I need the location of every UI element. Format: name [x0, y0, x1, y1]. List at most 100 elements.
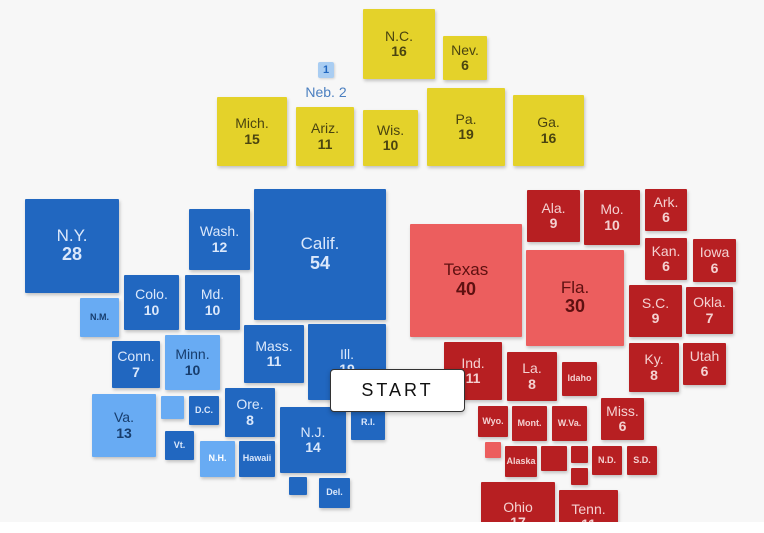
- state-electoral-votes: 6: [710, 259, 719, 276]
- state-tile-dc[interactable]: D.C.: [189, 396, 219, 425]
- state-name: Vt.: [173, 439, 186, 450]
- state-tile-mich[interactable]: Mich. 15: [217, 97, 287, 166]
- state-electoral-votes: 6: [618, 418, 627, 434]
- state-tile-ky[interactable]: Ky. 8: [629, 343, 679, 392]
- state-name: Wash.: [199, 223, 240, 240]
- state-name: Tenn.: [571, 501, 606, 517]
- state-tile-utah[interactable]: Utah 6: [683, 343, 726, 385]
- state-electoral-votes: 40: [455, 278, 477, 299]
- state-tile-mont[interactable]: Mont.: [512, 406, 547, 441]
- state-tile-wash[interactable]: Wash. 12: [189, 209, 250, 270]
- state-tile-pa[interactable]: Pa. 19: [427, 88, 505, 166]
- state-tile-conn[interactable]: Conn. 7: [112, 341, 160, 388]
- state-tile-sd[interactable]: S.D.: [627, 446, 657, 475]
- state-name: Del.: [326, 487, 343, 498]
- state-tile-calif[interactable]: Calif. 54: [254, 189, 386, 320]
- state-tile-nh[interactable]: N.H.: [200, 441, 235, 477]
- state-name: Ariz.: [311, 120, 339, 137]
- state-tile-md[interactable]: Md. 10: [185, 275, 240, 330]
- state-tile-unlabeled-b[interactable]: [571, 446, 588, 463]
- state-name: Hawaii: [242, 453, 272, 464]
- state-electoral-votes: 11: [317, 135, 333, 152]
- state-electoral-votes: 6: [662, 209, 670, 225]
- state-name: R.I.: [360, 416, 375, 427]
- state-tile-nm[interactable]: N.M.: [80, 298, 119, 337]
- state-tile-minn[interactable]: Minn. 10: [165, 335, 220, 390]
- state-electoral-votes: 8: [650, 366, 658, 383]
- state-name: Conn.: [117, 348, 155, 365]
- state-tile-unlabeled-a[interactable]: [541, 446, 567, 471]
- state-tile-nc[interactable]: N.C. 16: [363, 9, 435, 79]
- start-button[interactable]: START: [330, 369, 465, 412]
- state-name: Wyo.: [482, 415, 504, 426]
- state-name: N.Y.: [56, 225, 88, 245]
- state-name: Va.: [114, 409, 134, 426]
- state-tile-ohio[interactable]: Ohio 17: [481, 482, 555, 522]
- state-electoral-votes: 16: [540, 129, 557, 146]
- state-tile-mo[interactable]: Mo. 10: [584, 190, 640, 245]
- state-tile-wis[interactable]: Wis. 10: [363, 110, 418, 166]
- state-tile-unlabeled-lean-rep[interactable]: [485, 442, 501, 458]
- state-tile-unlabeled-small[interactable]: [161, 396, 184, 419]
- state-tile-tenn[interactable]: Tenn. 11: [559, 490, 618, 522]
- state-tile-mass[interactable]: Mass. 11: [244, 325, 304, 383]
- state-name: Ore.: [236, 396, 264, 413]
- state-tile-iowa[interactable]: Iowa 6: [693, 239, 736, 282]
- state-electoral-votes: 6: [700, 363, 709, 379]
- state-tile-nev[interactable]: Nev. 6: [443, 36, 487, 80]
- state-tile-wyo[interactable]: Wyo.: [478, 406, 508, 437]
- state-tile-nd[interactable]: N.D.: [592, 446, 622, 475]
- state-tile-ga[interactable]: Ga. 16: [513, 95, 584, 166]
- state-name: Nev.: [451, 41, 479, 58]
- state-electoral-votes: 15: [244, 130, 260, 147]
- state-tile-la[interactable]: La. 8: [507, 352, 557, 401]
- state-tile-vt[interactable]: Vt.: [165, 431, 194, 460]
- state-name: S.C.: [641, 294, 670, 311]
- state-name: Wis.: [376, 121, 405, 138]
- state-tile-nj[interactable]: N.J. 14: [280, 407, 346, 473]
- state-tile-ore[interactable]: Ore. 8: [225, 388, 275, 437]
- state-tile-wva[interactable]: W.Va.: [552, 406, 587, 441]
- state-tile-alaska[interactable]: Alaska: [505, 446, 537, 477]
- state-tile-ala[interactable]: Ala. 9: [527, 190, 580, 242]
- state-tile-ny[interactable]: N.Y. 28: [25, 199, 119, 293]
- state-name: Alaska: [506, 455, 536, 466]
- nebraska-district-label: Neb. 2: [305, 84, 347, 100]
- state-tile-va[interactable]: Va. 13: [92, 394, 156, 457]
- state-name: Ga.: [537, 114, 560, 131]
- state-tile-ariz[interactable]: Ariz. 11: [296, 107, 354, 166]
- state-name: Minn.: [175, 346, 210, 363]
- state-electoral-votes: 9: [549, 215, 558, 231]
- state-tile-fla[interactable]: Fla. 30: [526, 250, 624, 346]
- state-tile-unlabeled-tiny[interactable]: [289, 477, 307, 495]
- state-tile-unlabeled-c[interactable]: [571, 468, 588, 485]
- state-electoral-votes: 10: [143, 301, 160, 318]
- state-tile-ark[interactable]: Ark. 6: [645, 189, 687, 231]
- state-name: Ill.: [340, 345, 354, 362]
- state-name: Md.: [200, 286, 225, 303]
- state-tile-colo[interactable]: Colo. 10: [124, 275, 179, 330]
- state-electoral-votes: 10: [604, 216, 620, 233]
- state-electoral-votes: 8: [528, 375, 536, 392]
- state-tile-hawaii[interactable]: Hawaii: [239, 441, 275, 477]
- state-tile-idaho[interactable]: Idaho: [562, 362, 597, 396]
- state-electoral-votes: 10: [184, 361, 201, 378]
- state-tile-okla[interactable]: Okla. 7: [686, 287, 733, 334]
- state-name: N.J.: [300, 423, 326, 440]
- state-tile-del[interactable]: Del.: [319, 478, 350, 508]
- state-electoral-votes: 54: [309, 252, 331, 273]
- state-name: Pa.: [455, 110, 477, 127]
- state-tile-miss[interactable]: Miss. 6: [601, 398, 644, 440]
- state-name: Mont.: [517, 417, 542, 428]
- state-tile-texas[interactable]: Texas 40: [410, 224, 522, 337]
- state-electoral-votes: 9: [651, 310, 660, 326]
- state-electoral-votes: 19: [458, 126, 474, 142]
- state-electoral-votes: 12: [211, 238, 228, 255]
- nebraska-district-tile[interactable]: 1: [318, 62, 334, 78]
- state-tile-sc[interactable]: S.C. 9: [629, 285, 682, 337]
- state-name: Ky.: [644, 351, 664, 368]
- state-name: Mass.: [255, 337, 293, 354]
- state-name: Ohio: [503, 499, 533, 515]
- state-tile-kan[interactable]: Kan. 6: [645, 238, 687, 280]
- state-name: S.D.: [633, 454, 651, 465]
